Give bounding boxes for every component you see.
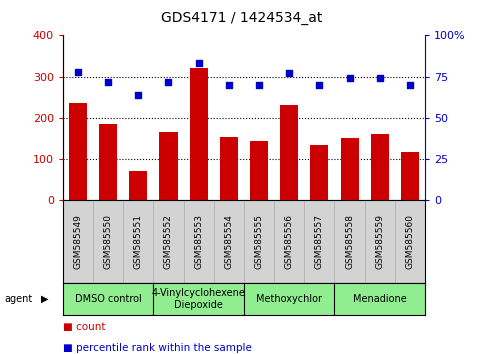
- Bar: [220, 137, 238, 200]
- Text: DMSO control: DMSO control: [75, 294, 142, 304]
- Point: [376, 75, 384, 81]
- Text: ▶: ▶: [41, 294, 49, 304]
- Text: GSM585550: GSM585550: [103, 214, 113, 269]
- Text: GDS4171 / 1424534_at: GDS4171 / 1424534_at: [161, 11, 322, 25]
- Point: [346, 75, 354, 81]
- Bar: [280, 105, 298, 200]
- Text: GSM585549: GSM585549: [73, 214, 83, 269]
- Text: agent: agent: [5, 294, 33, 304]
- Text: GSM585558: GSM585558: [345, 214, 354, 269]
- Text: GSM585552: GSM585552: [164, 214, 173, 269]
- Text: ■ percentile rank within the sample: ■ percentile rank within the sample: [63, 343, 252, 353]
- Point: [74, 69, 82, 74]
- Bar: [371, 135, 389, 200]
- Bar: [99, 124, 117, 200]
- Bar: [189, 68, 208, 200]
- Point: [225, 82, 233, 88]
- Text: GSM585560: GSM585560: [405, 214, 414, 269]
- Point: [315, 82, 323, 88]
- Text: ■ count: ■ count: [63, 322, 105, 332]
- Point: [406, 82, 414, 88]
- Text: Menadione: Menadione: [353, 294, 407, 304]
- Bar: [311, 145, 328, 200]
- Bar: [159, 132, 178, 200]
- Point: [165, 79, 172, 84]
- Bar: [69, 103, 87, 200]
- Point: [134, 92, 142, 98]
- Text: GSM585559: GSM585559: [375, 214, 384, 269]
- Text: GSM585554: GSM585554: [224, 214, 233, 269]
- Bar: [341, 138, 358, 200]
- Bar: [129, 171, 147, 200]
- Bar: [250, 141, 268, 200]
- Text: GSM585556: GSM585556: [284, 214, 294, 269]
- Text: 4-Vinylcyclohexene
Diepoxide: 4-Vinylcyclohexene Diepoxide: [152, 288, 245, 310]
- Text: GSM585555: GSM585555: [255, 214, 264, 269]
- Point: [285, 70, 293, 76]
- Point: [195, 61, 202, 66]
- Point: [104, 79, 112, 84]
- Bar: [401, 152, 419, 200]
- Point: [255, 82, 263, 88]
- Text: GSM585551: GSM585551: [134, 214, 143, 269]
- Text: Methoxychlor: Methoxychlor: [256, 294, 322, 304]
- Text: GSM585557: GSM585557: [315, 214, 324, 269]
- Text: GSM585553: GSM585553: [194, 214, 203, 269]
